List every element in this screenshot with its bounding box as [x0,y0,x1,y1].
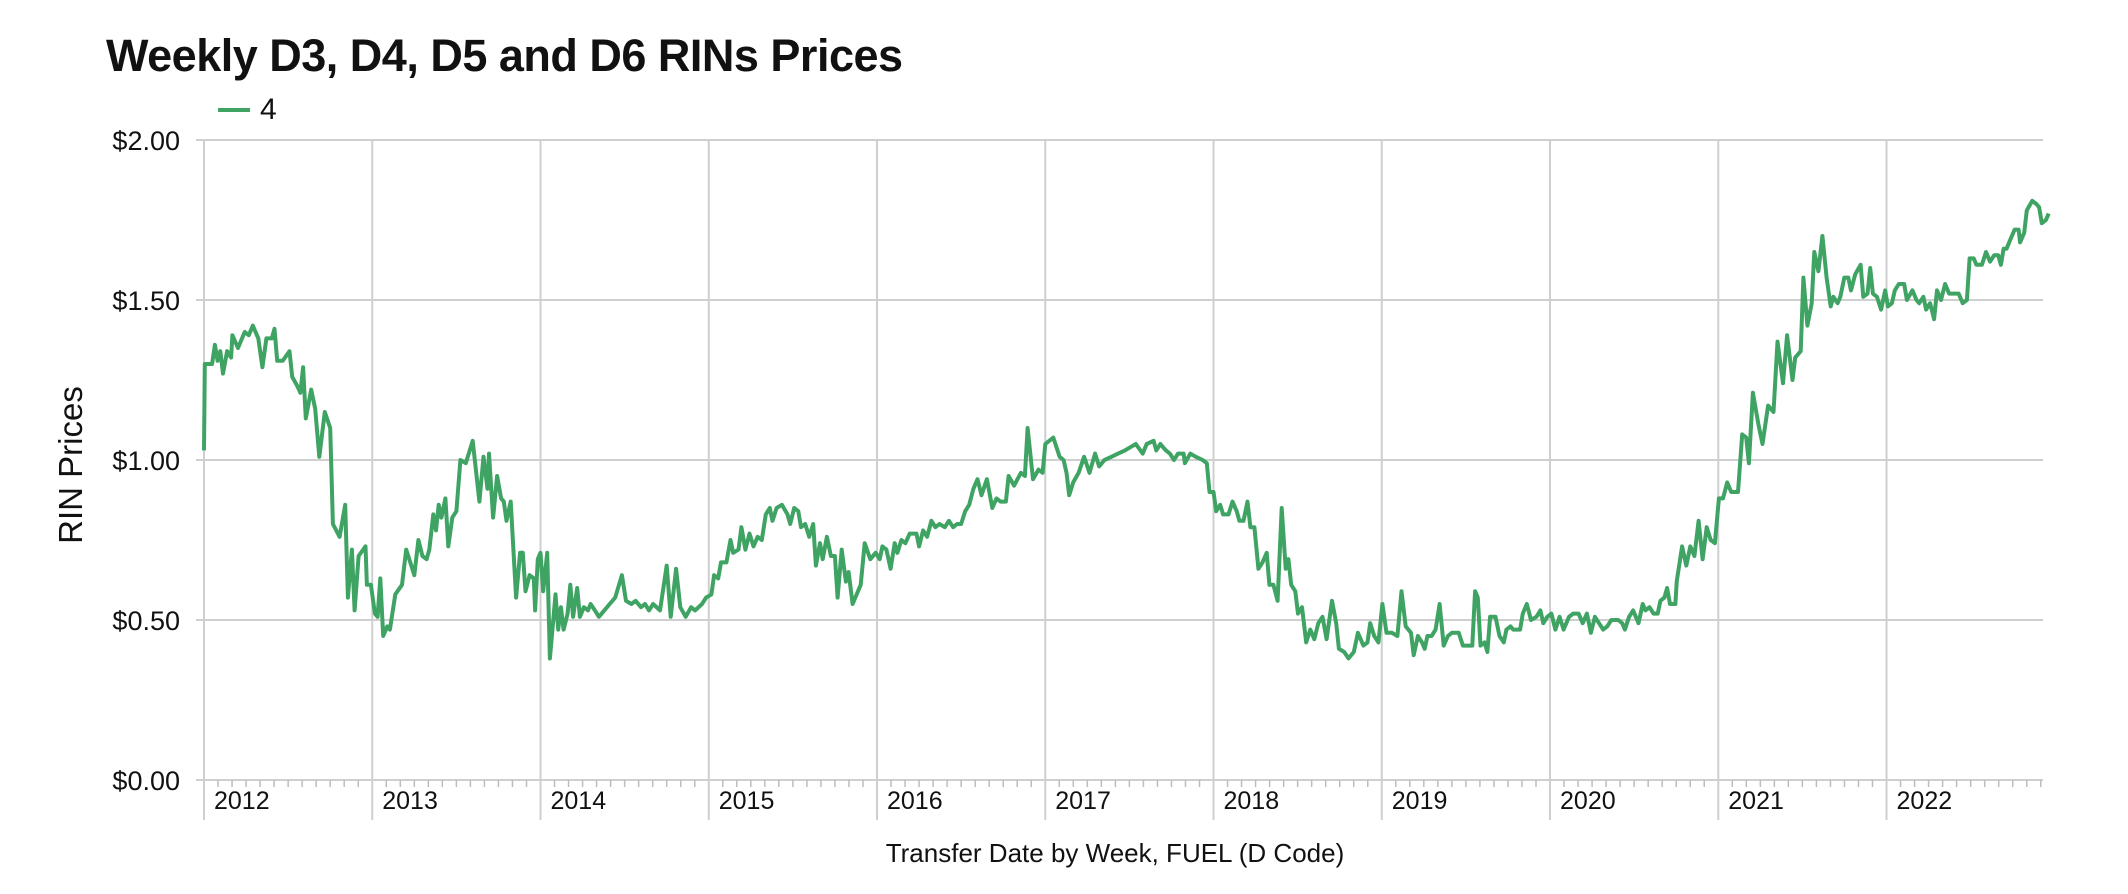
x-tick-label: 2015 [719,787,775,815]
x-tick-label: 2018 [1224,787,1280,815]
x-tick-label: 2013 [382,787,438,815]
series-lines [202,198,2051,661]
legend-label: 4 [260,93,277,126]
y-tick-label: $1.00 [112,446,180,476]
legend-swatch [218,108,250,112]
x-axis-title: Transfer Date by Week, FUEL (D Code) [886,838,1345,868]
x-tick-label: 2012 [214,787,270,815]
y-tick-label: $0.50 [112,606,180,636]
x-tick-label: 2020 [1560,787,1616,815]
x-tick-label: 2017 [1055,787,1111,815]
legend: 4 [218,93,277,127]
tick-labels: $0.00 $0.50 $1.00 $1.50 $2.00 2012 2013 2014 201… [112,126,1952,815]
y-tick-label: $2.00 [112,126,180,156]
y-axis-title: RIN Prices [52,386,89,544]
x-tick-label: 2021 [1728,787,1784,815]
chart-title: Weekly D3, D4, D5 and D6 RINs Prices [106,30,903,81]
axis-ticks [217,780,2042,787]
y-tick-label: $1.50 [112,286,180,316]
series-line-4 [202,198,2051,661]
x-tick-label: 2022 [1897,787,1953,815]
x-tick-label: 2019 [1392,787,1448,815]
x-tick-label: 2014 [551,787,607,815]
gridlines [196,139,2043,820]
y-tick-label: $0.00 [112,766,180,796]
x-tick-label: 2016 [887,787,943,815]
